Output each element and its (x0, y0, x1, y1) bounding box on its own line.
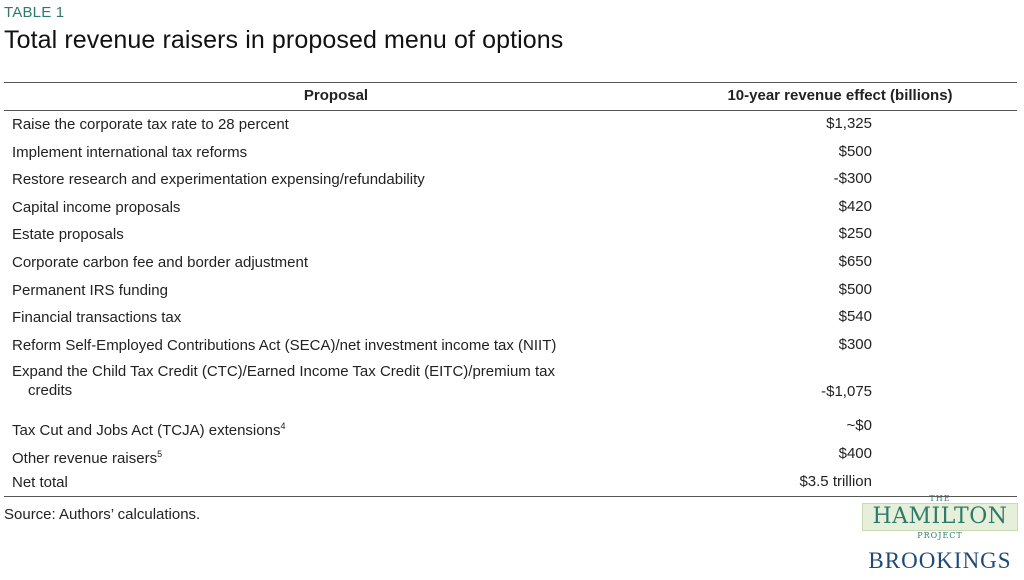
proposal-cell: Capital income proposals (12, 198, 181, 216)
table-row: Restore research and experimentation exp… (4, 166, 1017, 194)
proposal-cell: Financial transactions tax (12, 309, 182, 327)
table-row: Reform Self-Employed Contributions Act (… (4, 332, 1017, 360)
proposal-cell: Corporate carbon fee and border adjustme… (12, 253, 309, 271)
effect-cell: -$1,075 (821, 383, 872, 401)
header-proposal: Proposal (303, 87, 369, 104)
effect-cell: $540 (838, 308, 872, 326)
proposal-text: Other revenue raisers (12, 449, 158, 467)
effect-cell: $420 (838, 197, 872, 215)
table-row: Implement international tax reforms $500 (4, 139, 1017, 167)
proposal-line-1: Expand the Child Tax Credit (CTC)/Earned… (12, 363, 555, 381)
table-row: Raise the corporate tax rate to 28 perce… (4, 111, 1017, 139)
effect-cell: $250 (838, 225, 872, 243)
brookings-logo: BROOKINGS (868, 548, 1012, 573)
table-row: Permanent IRS funding $500 (4, 277, 1017, 305)
proposal-cell: Restore research and experimentation exp… (12, 171, 425, 189)
hamilton-logo-the: THE (929, 494, 951, 503)
effect-cell: $1,325 (826, 115, 872, 132)
source-note: Source: Authors’ calculations. (4, 506, 201, 523)
proposal-cell: Estate proposals (12, 226, 124, 244)
proposal-cell: Reform Self-Employed Contributions Act (… (12, 336, 557, 354)
proposal-cell: Expand the Child Tax Credit (CTC)/Earned… (12, 362, 632, 400)
table-header: Proposal 10-year revenue effect (billion… (4, 82, 1017, 111)
table-row: Expand the Child Tax Credit (CTC)/Earned… (4, 359, 1017, 413)
table-row: Other revenue raisers5 $400 (4, 441, 1017, 469)
table-row: Estate proposals $250 (4, 221, 1017, 249)
proposal-cell: Implement international tax reforms (12, 143, 248, 161)
proposal-cell: Net total (12, 473, 68, 491)
effect-cell: -$300 (833, 170, 872, 188)
hamilton-logo-word: HAMILTON (872, 504, 1008, 529)
effect-cell: $400 (838, 444, 872, 462)
hamilton-project-logo: THE HAMILTON PROJECT (862, 494, 1018, 540)
effect-cell: ~$0 (846, 417, 872, 435)
header-effect: 10-year revenue effect (billions) (727, 87, 953, 104)
footnote-marker: 4 (280, 421, 286, 432)
effect-cell: $3.5 trillion (799, 472, 872, 490)
table-row: Capital income proposals $420 (4, 194, 1017, 222)
hamilton-logo-project: PROJECT (917, 531, 963, 540)
effect-cell: $300 (838, 335, 872, 353)
table-body: Raise the corporate tax rate to 28 perce… (4, 111, 1017, 496)
proposal-cell: Other revenue raisers5 (12, 445, 632, 468)
hamilton-logo-background (862, 503, 1018, 531)
footnote-marker: 5 (157, 448, 163, 459)
proposal-cell: Tax Cut and Jobs Act (TCJA) extensions4 (12, 417, 632, 440)
table-row: Tax Cut and Jobs Act (TCJA) extensions4 … (4, 413, 1017, 441)
effect-cell: $500 (838, 142, 872, 160)
effect-cell: $500 (838, 280, 872, 298)
effect-cell: $650 (838, 252, 872, 270)
table-row: Financial transactions tax $540 (4, 304, 1017, 332)
proposal-cell: Permanent IRS funding (12, 281, 168, 299)
proposal-line-2: credits (28, 382, 73, 400)
table-row-net-total: Net total $3.5 trillion (4, 469, 1017, 497)
proposal-cell: Raise the corporate tax rate to 28 perce… (12, 116, 289, 133)
table-label: TABLE 1 (4, 4, 65, 21)
table-bottom-rule (4, 496, 1017, 498)
table-row: Corporate carbon fee and border adjustme… (4, 249, 1017, 277)
proposal-text: Tax Cut and Jobs Act (TCJA) extensions (12, 422, 281, 440)
page-title: Total revenue raisers in proposed menu o… (4, 26, 564, 54)
revenue-table: Proposal 10-year revenue effect (billion… (4, 82, 1017, 498)
